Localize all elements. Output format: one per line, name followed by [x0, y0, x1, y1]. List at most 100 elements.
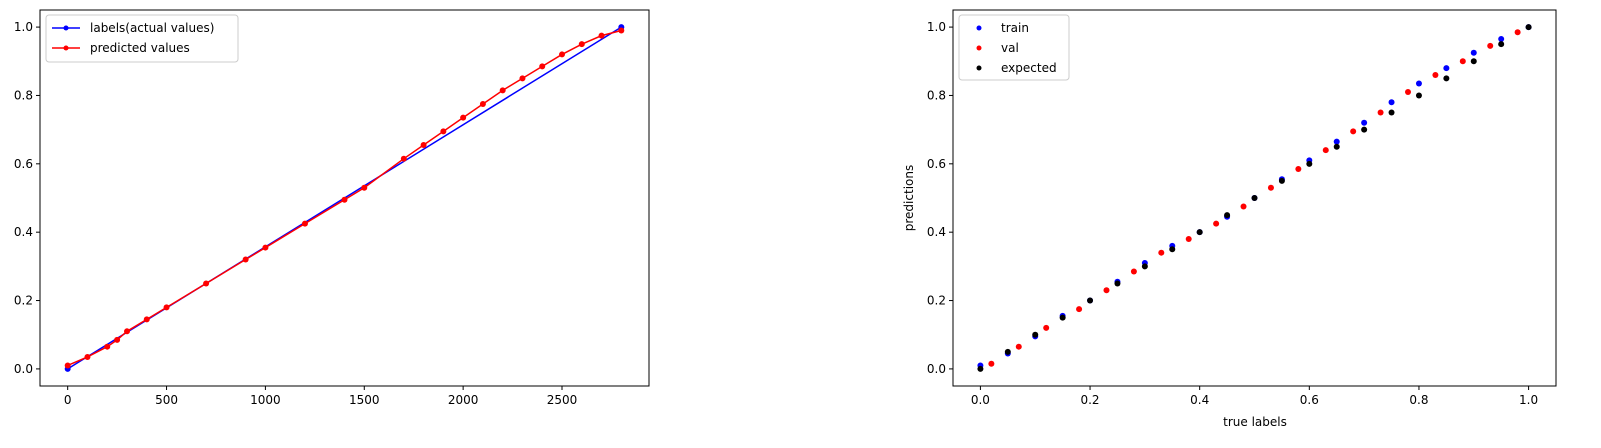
scatter-point-expected	[1087, 297, 1094, 304]
y-tick-label: 1.0	[927, 20, 946, 34]
right-x-ticks: 0.0 0.2 0.4 0.6 0.8 1.0	[971, 386, 1538, 407]
data-point-predicted-values	[301, 220, 308, 227]
scatter-point-val	[1322, 147, 1329, 154]
legend-label-train: train	[1001, 21, 1029, 35]
x-tick-label: 2000	[448, 393, 479, 407]
scatter-point-expected	[1196, 229, 1203, 236]
scatter-point-val	[1015, 343, 1022, 350]
legend-label-predicted: predicted values	[90, 41, 190, 55]
x-tick-label: 0.0	[971, 393, 990, 407]
scatter-point-expected	[1141, 263, 1148, 270]
scatter-point-val	[1158, 249, 1165, 256]
scatter-point-expected	[1306, 160, 1313, 167]
data-point-predicted-values	[400, 155, 407, 162]
y-tick-label: 0.6	[927, 157, 946, 171]
scatter-point-val	[1404, 89, 1411, 96]
y-tick-label: 1.0	[14, 20, 33, 34]
y-tick-label: 0.2	[927, 294, 946, 308]
scatter-point-val	[1432, 71, 1439, 78]
legend-marker-actual	[63, 25, 69, 31]
data-point-predicted-values	[460, 114, 467, 121]
scatter-point-expected	[1415, 92, 1422, 99]
left-legend-box	[45, 14, 239, 63]
data-point-predicted-values	[64, 362, 71, 369]
scatter-point-val	[1130, 268, 1137, 275]
data-point-predicted-values	[262, 244, 269, 251]
data-point-predicted-values	[203, 280, 210, 287]
scatter-point-expected	[1361, 126, 1368, 133]
data-point-predicted-values	[361, 184, 368, 191]
scatter-point-expected	[1333, 143, 1340, 150]
right-legend-box	[958, 14, 1070, 81]
x-tick-label: 0.2	[1080, 393, 1099, 407]
legend-marker-val	[976, 45, 982, 51]
scatter-point-expected	[1032, 331, 1039, 338]
data-point-predicted-values	[519, 75, 526, 82]
data-point-predicted-values	[84, 353, 91, 360]
scatter-point-expected	[1059, 314, 1066, 321]
scatter-point-val	[1350, 128, 1357, 135]
data-point-predicted-values	[618, 27, 625, 34]
x-tick-label: 0.8	[1409, 393, 1428, 407]
right-x-axis-label: true labels	[1223, 415, 1287, 429]
x-tick-label: 500	[155, 393, 178, 407]
legend-marker-train	[976, 25, 982, 31]
data-point-predicted-values	[539, 63, 546, 70]
x-tick-label: 0.6	[1300, 393, 1319, 407]
left-x-ticks: 0 500 1000 1500 2000 2500	[64, 386, 577, 407]
data-point-predicted-values	[124, 328, 130, 335]
scatter-point-expected	[1004, 348, 1011, 355]
scatter-point-val	[1514, 29, 1521, 36]
scatter-point-expected	[1388, 109, 1395, 116]
legend-label-expected: expected	[1001, 61, 1057, 75]
y-tick-label: 0.8	[14, 88, 33, 102]
data-point-predicted-values	[163, 304, 170, 311]
scatter-point-train	[1470, 49, 1477, 56]
scatter-point-val	[1043, 324, 1050, 331]
scatter-point-val	[1295, 165, 1302, 172]
scatter-point-expected	[1169, 246, 1176, 253]
data-point-predicted-values	[104, 343, 111, 350]
scatter-point-val	[1459, 58, 1466, 65]
scatter-point-train	[1388, 99, 1395, 106]
data-point-predicted-values	[143, 316, 150, 323]
scatter-point-expected	[1114, 280, 1121, 287]
scatter-point-expected	[977, 365, 984, 372]
data-point-predicted-values	[440, 128, 447, 135]
data-point-predicted-values	[499, 87, 506, 94]
x-tick-label: 0	[64, 393, 72, 407]
scatter-point-expected	[1525, 24, 1532, 31]
scatter-point-val	[1213, 220, 1220, 227]
legend-label-actual: labels(actual values)	[90, 21, 214, 35]
right-series-group	[977, 24, 1532, 372]
x-tick-label: 2500	[547, 393, 578, 407]
scatter-point-val	[988, 360, 995, 367]
right-scatter-chart: 0.0 0.2 0.4 0.6 0.8 1.0 0.0 0.2 0.4 0.6 0.8 1.0 tr…	[902, 9, 1557, 429]
scatter-point-train	[1361, 119, 1368, 126]
scatter-point-train	[1415, 80, 1422, 87]
y-tick-label: 0.0	[927, 362, 946, 376]
scatter-point-val	[1240, 203, 1247, 210]
scatter-point-expected	[1443, 75, 1450, 82]
scatter-point-val	[1103, 287, 1110, 294]
scatter-point-val	[1487, 42, 1494, 49]
scatter-point-expected	[1278, 177, 1285, 184]
scatter-point-expected	[1470, 58, 1477, 65]
scatter-point-expected	[1251, 195, 1258, 201]
scatter-point-expected	[1224, 212, 1231, 219]
scatter-point-val	[1076, 306, 1083, 313]
y-tick-label: 0.0	[14, 362, 33, 376]
x-tick-label: 1500	[349, 393, 380, 407]
x-tick-label: 0.4	[1190, 393, 1209, 407]
data-point-predicted-values	[559, 51, 565, 58]
y-tick-label: 0.8	[927, 88, 946, 102]
y-tick-label: 0.4	[14, 225, 33, 239]
data-point-predicted-values	[242, 256, 249, 263]
x-tick-label: 1000	[250, 393, 281, 407]
data-point-predicted-values	[114, 336, 121, 343]
data-point-predicted-values	[420, 142, 427, 149]
left-legend: labels(actual values) predicted values	[45, 14, 239, 63]
data-point-predicted-values	[479, 101, 486, 107]
scatter-point-train	[1333, 138, 1340, 145]
